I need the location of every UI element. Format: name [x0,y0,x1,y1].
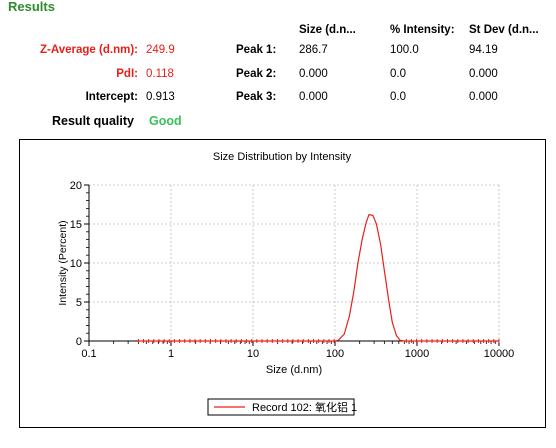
pdi-value: 0.118 [146,68,174,80]
x-tick-label: 100 [326,348,344,360]
peak-1-intensity: 100.0 [390,44,419,56]
y-tick-label: 10 [70,258,82,270]
peak-3-label: Peak 3: [236,91,277,103]
z-average-label: Z-Average (d.nm): [40,44,138,56]
peak-1-size: 286.7 [299,44,328,56]
intercept-value: 0.913 [146,91,175,103]
peak-2-size: 0.000 [299,68,328,80]
y-axis-label: Intensity (Percent) [57,220,69,305]
results-title: Results [8,0,55,14]
y-tick-label: 15 [70,219,82,231]
y-tick-label: 20 [70,180,82,192]
peak-3-size: 0.000 [299,91,328,103]
peak-1-stdev: 94.19 [469,44,498,56]
x-tick-label: 1000 [405,348,429,360]
x-tick-label: 0.1 [81,348,96,360]
legend-box [207,398,355,416]
header-size: Size (d.n... [299,24,356,36]
chart-frame [19,139,546,428]
peak-3-stdev: 0.000 [469,91,498,103]
y-tick-label: 0 [76,336,82,348]
series [137,213,500,343]
ticks: 0.1 1 10 100 1000 10000 0 5 10 15 20 [70,180,515,360]
peak-1-label: Peak 1: [236,44,277,56]
header-stdev: St Dev (d.n... [469,24,539,36]
peak-3-intensity: 0.0 [390,91,406,103]
peak-2-intensity: 0.0 [390,68,406,80]
header-intensity: % Intensity: [390,24,455,36]
legend: Record 102: 氧化铝 1 [207,398,357,416]
y-tick-label: 5 [76,297,82,309]
chart-title: Size Distribution by Intensity [213,151,352,163]
x-tick-label: 10000 [484,348,515,360]
series-line [138,213,499,342]
peak-2-stdev: 0.000 [469,68,498,80]
x-tick-label: 1 [168,348,174,360]
result-quality-label: Result quality [52,114,134,128]
grid [89,184,500,341]
x-tick-label: 10 [247,348,259,360]
x-axis-label: Size (d.nm) [266,364,322,376]
z-average-value: 249.9 [146,44,175,56]
peak-2-label: Peak 2: [236,68,277,80]
legend-entry: Record 102: 氧化铝 1 [252,400,357,414]
pdi-label: PdI: [116,68,138,80]
intercept-label: Intercept: [85,91,138,103]
result-quality-value: Good [149,114,182,128]
